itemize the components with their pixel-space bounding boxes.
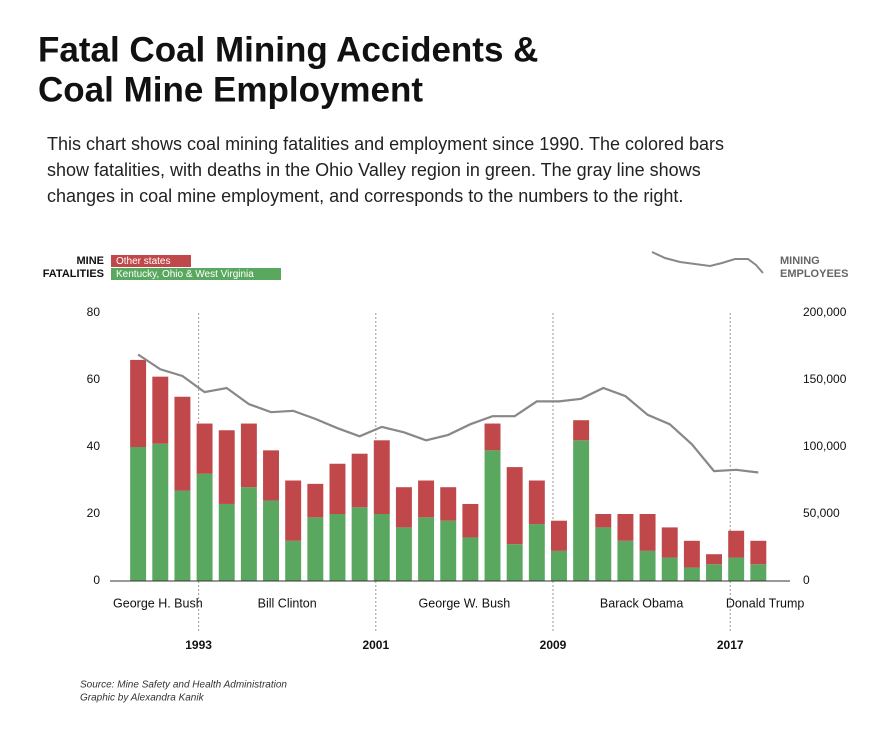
bar: [152, 443, 169, 581]
legend-title: FATALITIES: [43, 268, 104, 280]
bar: [683, 540, 700, 568]
bar: [218, 430, 235, 504]
bar: [728, 530, 745, 558]
bar: [285, 540, 302, 581]
legend-swatch: [111, 268, 281, 280]
y2-tick-label: 50,000: [803, 506, 840, 520]
bar: [240, 423, 257, 488]
president-label: George W. Bush: [419, 596, 511, 610]
legend-title: MINE: [77, 255, 105, 267]
y-tick-label: 40: [87, 439, 101, 453]
bar: [728, 557, 745, 581]
bar: [661, 557, 678, 581]
bar: [130, 447, 147, 581]
bar: [152, 376, 169, 444]
chart-title: Fatal Coal Mining Accidents &: [38, 30, 538, 69]
description: This chart shows coal mining fatalities …: [47, 134, 724, 154]
bar: [307, 517, 324, 581]
bar: [639, 550, 656, 581]
y-tick-label: 80: [87, 305, 101, 319]
bar: [595, 514, 612, 528]
y2-tick-label: 0: [803, 573, 810, 587]
president-label: Barack Obama: [600, 596, 683, 610]
bar: [551, 520, 567, 551]
y2-tick-label: 200,000: [803, 305, 847, 319]
bar: [706, 554, 722, 565]
bar: [683, 567, 700, 581]
legend-swatch: [111, 255, 191, 267]
y2-tick-label: 150,000: [803, 372, 847, 386]
bar: [174, 490, 191, 581]
president-label: Bill Clinton: [258, 596, 317, 610]
bar: [285, 480, 302, 541]
legend-label: Kentucky, Ohio & West Virginia: [116, 269, 254, 280]
bar: [395, 527, 412, 581]
bar: [329, 514, 346, 581]
bar: [240, 487, 257, 581]
bar: [263, 450, 280, 501]
bar: [617, 514, 634, 541]
bar: [506, 544, 523, 581]
employment-line: [137, 353, 759, 474]
bar: [263, 500, 280, 581]
bar: [196, 473, 213, 581]
description: show fatalities, with deaths in the Ohio…: [47, 160, 701, 180]
bar: [573, 420, 590, 441]
bar: [329, 463, 346, 514]
bar: [551, 550, 567, 581]
line-legend-label: MINING: [780, 255, 820, 267]
x-tick-label: 2001: [362, 638, 389, 652]
chart-title: Coal Mine Employment: [38, 70, 423, 109]
bar: [528, 480, 545, 525]
bar: [750, 564, 767, 581]
y-tick-label: 20: [87, 506, 101, 520]
bar: [395, 487, 412, 528]
bar: [440, 487, 457, 521]
x-tick-label: 2017: [717, 638, 744, 652]
bar: [218, 503, 235, 581]
description: changes in coal mine employment, and cor…: [47, 186, 683, 206]
bar: [462, 503, 479, 538]
bar: [573, 440, 590, 581]
president-label: George H. Bush: [113, 596, 203, 610]
bar: [506, 467, 523, 545]
bar: [595, 527, 612, 581]
bar: [484, 450, 501, 581]
bar: [418, 480, 435, 518]
bar: [484, 423, 501, 451]
bar: [462, 537, 479, 581]
bar: [130, 359, 147, 447]
bar: [750, 540, 767, 565]
y-tick-label: 0: [93, 573, 100, 587]
x-tick-label: 2009: [540, 638, 567, 652]
president-label: Donald Trump: [726, 596, 805, 610]
source: Graphic by Alexandra Kanik: [80, 693, 205, 704]
bar: [373, 440, 390, 514]
source: Source: Mine Safety and Health Administr…: [80, 680, 287, 691]
bar: [661, 527, 678, 558]
bar: [373, 514, 390, 581]
x-tick-label: 1993: [185, 638, 212, 652]
bar: [351, 507, 368, 581]
bar: [440, 520, 457, 581]
bar: [706, 564, 722, 581]
legend-label: Other states: [116, 256, 170, 267]
bar: [351, 453, 368, 508]
bar: [174, 396, 191, 491]
y-tick-label: 60: [87, 372, 101, 386]
bar: [528, 524, 545, 581]
bar: [418, 517, 435, 581]
line-legend-label: EMPLOYEES: [780, 268, 848, 280]
bar: [617, 540, 634, 581]
bar: [196, 423, 213, 474]
bar: [639, 514, 656, 551]
bar: [307, 483, 324, 518]
y2-tick-label: 100,000: [803, 439, 847, 453]
line-legend-icon: [651, 251, 764, 274]
